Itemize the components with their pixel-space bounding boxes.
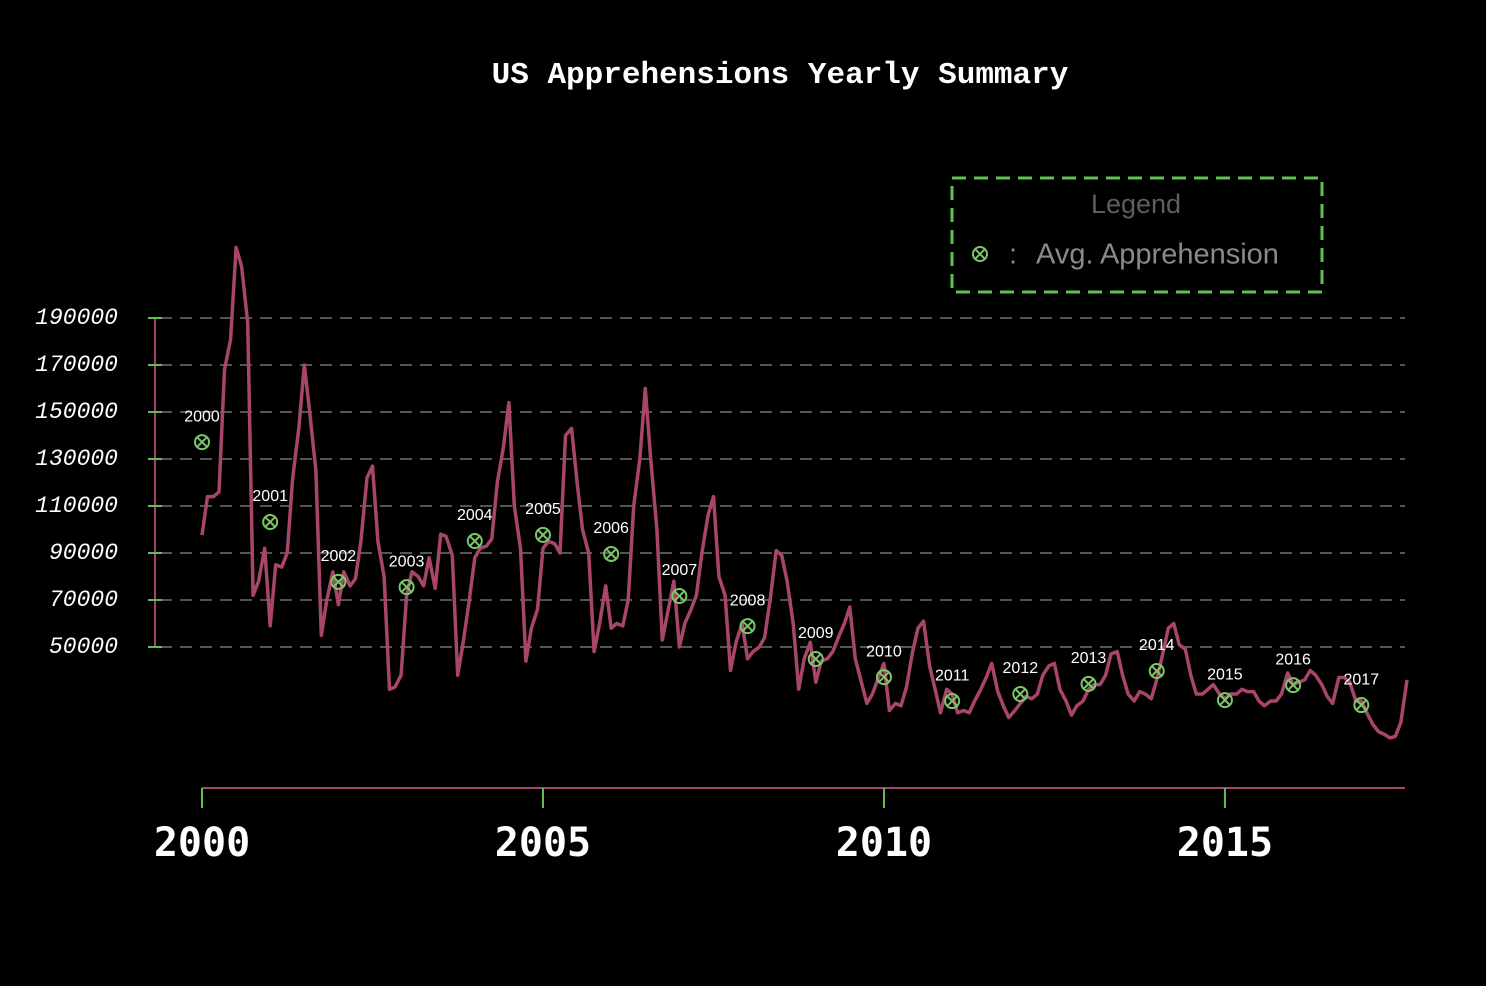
avg-marker (807, 650, 824, 667)
x-tick-label: 2005 (495, 820, 591, 866)
marker-cross (1355, 699, 1367, 711)
marker-cross (1014, 688, 1026, 700)
value-label: 2017 (1344, 671, 1380, 688)
value-label: 2003 (389, 553, 425, 570)
avg-marker (1012, 686, 1029, 702)
marker-cross (810, 653, 822, 665)
y-tick-label: 130000 (35, 446, 118, 472)
marker-circle (466, 533, 483, 550)
legend-title: Legend (1091, 189, 1181, 219)
avg-marker (1148, 662, 1165, 679)
avg-marker (1353, 697, 1370, 714)
marker-circle (875, 669, 892, 686)
marker-circle (330, 573, 347, 590)
legend-separator: : (1009, 239, 1017, 271)
marker-cross (196, 436, 208, 448)
chart-title: US Apprehensions Yearly Summary (492, 58, 1069, 93)
y-tick-label: 50000 (49, 634, 118, 660)
marker-cross (1151, 665, 1163, 677)
marker-cross (537, 529, 549, 541)
x-tick-label: 2015 (1177, 820, 1273, 866)
value-label: 2007 (662, 562, 698, 579)
marker-circle (1148, 662, 1165, 679)
value-label: 2011 (935, 667, 970, 684)
y-tick-label: 170000 (35, 352, 118, 378)
value-label: 2014 (1139, 637, 1175, 654)
avg-marker (1080, 675, 1097, 692)
avg-marker (262, 513, 279, 530)
x-tick-label: 2010 (836, 820, 932, 866)
avg-marker (330, 573, 347, 590)
y-tick-label: 150000 (35, 399, 118, 425)
avg-marker (466, 533, 483, 550)
data-line (200, 245, 1409, 740)
marker-circle (1080, 675, 1097, 692)
marker-cross (1082, 678, 1095, 690)
avg-marker (875, 669, 892, 686)
marker-circle (1216, 692, 1233, 709)
value-label: 2016 (1275, 651, 1311, 668)
marker-circle (534, 526, 551, 543)
marker-circle (807, 650, 824, 667)
avg-marker (739, 618, 756, 635)
marker-circle (944, 693, 961, 710)
marker-circle (194, 434, 210, 451)
marker-cross (1219, 694, 1231, 706)
value-label: 2004 (457, 507, 493, 524)
marker-cross (946, 695, 958, 707)
marker-circle (603, 545, 620, 562)
legend-box (950, 176, 1324, 294)
avg-marker (1216, 692, 1233, 709)
value-label: 2012 (1003, 660, 1039, 677)
avg-marker (944, 693, 961, 710)
marker-cross (469, 535, 481, 547)
value-label: 2002 (321, 548, 357, 565)
marker-circle (739, 618, 756, 635)
marker-circle (972, 246, 988, 262)
marker-cross (264, 516, 276, 528)
marker-circle (1353, 697, 1370, 714)
x-tick-label: 2000 (154, 820, 250, 866)
marker-cross (605, 548, 617, 560)
value-label: 2005 (525, 501, 561, 518)
marker-cross (1287, 679, 1299, 691)
marker-cross (974, 248, 986, 260)
legend-label: Avg. Apprehension (1036, 239, 1279, 271)
avg-marker (194, 434, 210, 451)
marker-circle (262, 513, 279, 530)
value-label: 2000 (184, 408, 220, 425)
marker-cross (673, 590, 685, 602)
y-tick-label: 110000 (35, 493, 118, 519)
marker-circle (671, 588, 688, 605)
value-label: 2009 (798, 625, 834, 642)
avg-marker (1285, 677, 1302, 694)
value-label: 2001 (252, 488, 288, 505)
y-tick-label: 90000 (49, 540, 118, 566)
y-tick-label: 190000 (35, 305, 118, 331)
value-label: 2015 (1207, 666, 1243, 683)
avg-marker (534, 526, 551, 543)
marker-circle (398, 579, 415, 596)
value-label: 2006 (593, 520, 629, 537)
marker-cross (400, 581, 413, 593)
y-tick-label: 70000 (49, 587, 118, 613)
avg-marker (603, 545, 620, 562)
avg-marker (398, 579, 415, 596)
marker-circle (1285, 677, 1302, 694)
avg-marker (671, 588, 688, 605)
value-label: 2013 (1071, 650, 1107, 667)
marker-circle (1012, 686, 1029, 702)
marker-cross (878, 671, 890, 683)
value-label: 2010 (866, 643, 902, 660)
marker-cross (741, 620, 754, 632)
marker-cross (332, 576, 344, 588)
value-label: 2008 (730, 592, 766, 609)
